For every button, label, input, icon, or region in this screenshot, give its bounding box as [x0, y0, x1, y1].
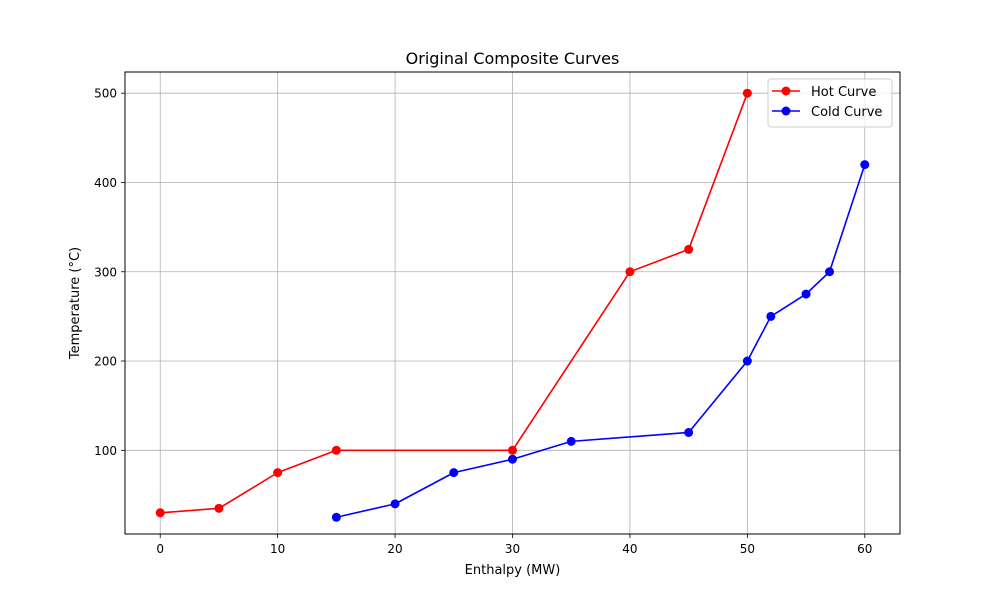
cold-curve-point	[766, 311, 776, 321]
y-tick-label: 200	[94, 355, 117, 369]
chart-title: Original Composite Curves	[406, 49, 620, 68]
y-tick-label: 100	[94, 444, 117, 458]
cold-curve-point	[331, 512, 341, 522]
legend-cold-marker	[781, 106, 791, 116]
y-tick-label: 500	[94, 87, 117, 101]
cold-curve-point	[449, 468, 459, 478]
cold-curve-point	[801, 289, 811, 299]
cold-curve-point	[825, 267, 835, 277]
cold-curve-point	[684, 427, 694, 437]
series-hot-curve	[155, 88, 752, 518]
hot-curve-point	[273, 468, 283, 478]
x-axis-label: Enthalpy (MW)	[465, 563, 561, 578]
series-layer	[155, 88, 870, 522]
legend: Hot Curve Cold Curve	[767, 78, 893, 128]
cold-curve-point	[508, 454, 517, 464]
x-tick-label: 10	[270, 542, 285, 556]
hot-curve-point	[155, 508, 165, 518]
hot-curve-point	[742, 88, 752, 98]
y-axis-label: Temperature (°C)	[68, 247, 83, 360]
grid	[125, 72, 900, 534]
x-tick-label: 0	[156, 542, 164, 556]
hot-curve-point	[331, 445, 341, 455]
hot-curve-line	[160, 92, 749, 514]
cold-curve-point	[390, 499, 400, 509]
y-tick-label: 400	[94, 176, 117, 190]
legend-hot-label: Hot Curve	[811, 85, 876, 100]
x-tick-label: 50	[740, 542, 755, 556]
legend-cold-label: Cold Curve	[811, 105, 882, 120]
series-cold-curve	[331, 160, 870, 522]
x-tick-label: 60	[857, 542, 872, 556]
y-tick-label: 300	[94, 265, 117, 279]
x-tick-label: 40	[622, 542, 637, 556]
tick-layer: 0 10 20 30 40 50 60 100 200 300 400 500	[94, 87, 872, 556]
cold-curve-point	[860, 160, 870, 170]
x-tick-label: 20	[387, 542, 402, 556]
legend-hot-marker	[781, 86, 791, 96]
hot-curve-point	[625, 267, 635, 277]
x-tick-label: 30	[505, 542, 520, 556]
hot-curve-point	[684, 244, 694, 254]
cold-curve-point	[742, 356, 752, 366]
hot-curve-point	[214, 503, 224, 513]
hot-curve-point	[508, 445, 517, 455]
cold-curve-point	[566, 436, 576, 446]
